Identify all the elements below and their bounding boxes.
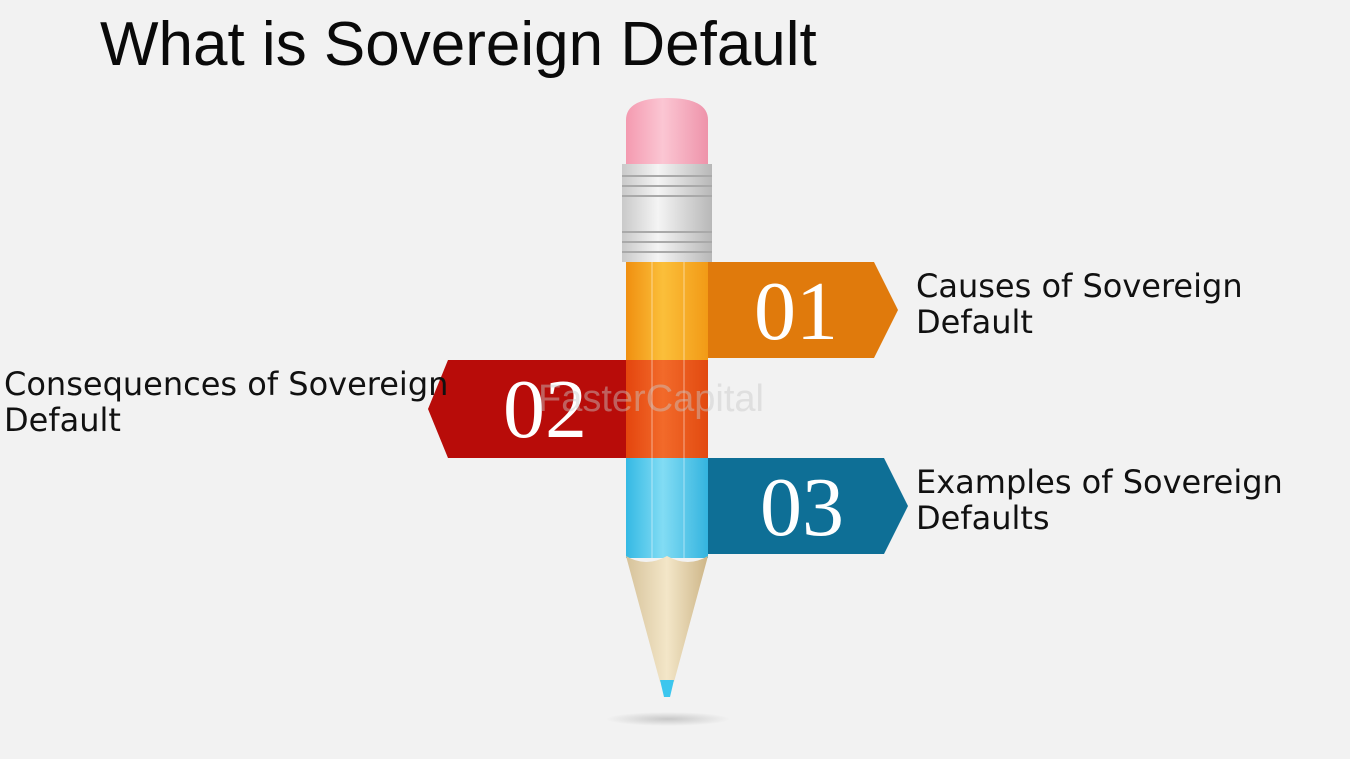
- watermark: FasterCapital: [538, 378, 764, 420]
- item-label-02: Consequences of Sovereign Default: [4, 366, 448, 438]
- pencil-shadow: [606, 712, 730, 726]
- item-label-01-line1: Causes of Sovereign: [916, 267, 1243, 305]
- ribbon-02: [428, 360, 626, 458]
- item-number-03: 03: [760, 461, 844, 554]
- pencil-body-blue: [626, 458, 708, 558]
- pencil-body-red: [626, 360, 708, 458]
- item-label-03-line1: Examples of Sovereign: [916, 463, 1283, 501]
- pencil-eraser: [626, 98, 708, 166]
- page-title: What is Sovereign Default: [100, 10, 817, 79]
- pencil-ferrule: [622, 164, 712, 262]
- item-label-03: Examples of Sovereign Defaults: [916, 464, 1283, 536]
- item-label-02-line2: Default: [4, 401, 121, 439]
- pencil-body-orange: [626, 262, 708, 360]
- item-number-01: 01: [754, 265, 838, 358]
- ribbon-03: [708, 458, 908, 554]
- pencil-lead: [660, 680, 674, 697]
- pencil-wood-tip: [626, 556, 708, 682]
- item-label-02-line1: Consequences of Sovereign: [4, 365, 449, 403]
- item-number-02: 02: [503, 363, 587, 456]
- ribbon-01: [708, 262, 898, 358]
- item-label-01: Causes of Sovereign Default: [916, 268, 1243, 340]
- item-label-03-line2: Defaults: [916, 499, 1050, 537]
- item-label-01-line2: Default: [916, 303, 1033, 341]
